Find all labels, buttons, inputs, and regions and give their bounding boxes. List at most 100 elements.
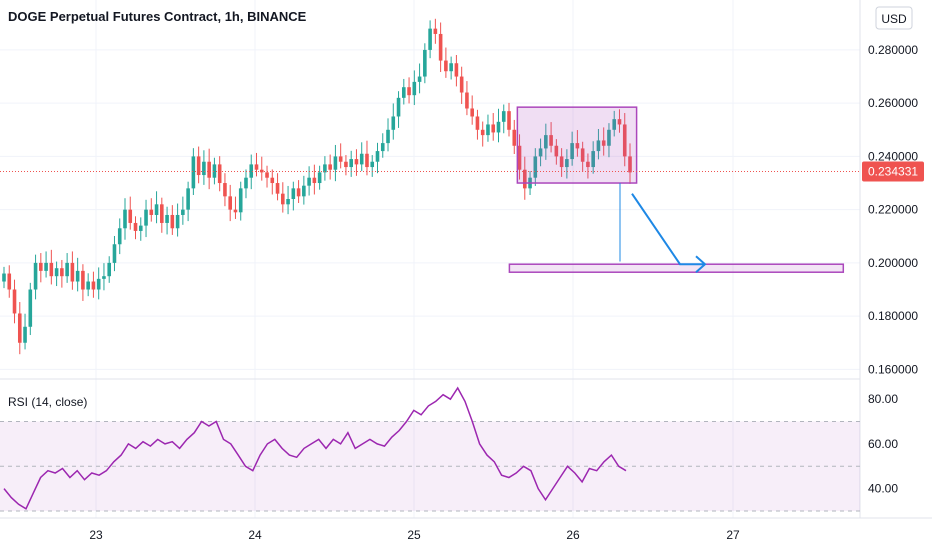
candle-body xyxy=(302,185,306,197)
time-tick-label: 26 xyxy=(566,528,580,542)
candle-body xyxy=(512,129,517,146)
trend-arrow[interactable] xyxy=(631,193,705,266)
candle-body xyxy=(54,268,59,277)
candle-body xyxy=(486,124,490,136)
currency-button-label[interactable]: USD xyxy=(881,12,907,26)
candle-body xyxy=(133,222,138,231)
candle-body xyxy=(333,156,338,170)
candle-body xyxy=(12,289,17,314)
candle-body xyxy=(375,151,380,162)
candle-body xyxy=(112,244,117,263)
candle-body xyxy=(249,164,254,178)
candle-body xyxy=(33,262,38,290)
candle-body xyxy=(170,214,175,229)
candle-body xyxy=(144,209,148,226)
candle-body xyxy=(244,177,248,189)
range-box[interactable] xyxy=(516,106,638,184)
candle-body xyxy=(202,161,206,176)
target-zone[interactable] xyxy=(508,263,845,273)
candle-body xyxy=(354,159,359,165)
candle-body xyxy=(601,140,606,146)
candle-body xyxy=(459,76,464,93)
candle-body xyxy=(407,87,411,96)
candle-body xyxy=(465,92,469,109)
candle-body xyxy=(165,214,169,223)
price-tick-label: 0.200000 xyxy=(868,256,918,270)
time-tick-label: 23 xyxy=(89,528,103,542)
candle-body xyxy=(338,156,343,162)
rsi-tick-label: 40.00 xyxy=(868,482,898,496)
candle-body xyxy=(186,188,190,210)
candle-body xyxy=(380,143,385,152)
candle-body xyxy=(154,204,159,215)
candle-body xyxy=(81,270,85,290)
candle-body xyxy=(575,143,580,149)
candle-body xyxy=(254,164,259,170)
candle-body xyxy=(586,161,590,168)
candle-body xyxy=(628,156,632,173)
candle-body xyxy=(286,199,290,205)
candle-body xyxy=(359,153,364,165)
candle-body xyxy=(175,214,180,229)
last-price-tag xyxy=(862,161,924,182)
candle-body xyxy=(423,49,427,77)
candle-body xyxy=(480,129,485,136)
candle-body xyxy=(538,148,543,157)
candle-body xyxy=(223,183,227,197)
currency-button[interactable]: USD xyxy=(875,6,913,30)
candle-body xyxy=(396,97,401,117)
candle-body xyxy=(544,135,548,149)
candlestick-series xyxy=(2,18,632,355)
candle-body xyxy=(7,273,12,290)
candle-body xyxy=(181,209,185,215)
candle-body xyxy=(438,33,443,61)
price-tick-label: 0.220000 xyxy=(868,203,918,217)
candle-body xyxy=(580,148,585,162)
candle-body xyxy=(2,273,6,282)
rsi-band xyxy=(0,421,860,511)
time-tick-label: 25 xyxy=(407,528,421,542)
rsi-pane: 40.00 60.00 80.00 xyxy=(0,386,898,512)
time-axis[interactable]: 23 24 25 26 27 xyxy=(89,528,740,542)
candle-body xyxy=(391,116,396,130)
candle-body xyxy=(91,281,96,290)
candle-body xyxy=(454,63,459,77)
candle-body xyxy=(28,289,33,327)
candle-body xyxy=(565,159,569,168)
candle-body xyxy=(507,111,511,130)
candle-body xyxy=(612,119,617,130)
price-tick-label: 0.180000 xyxy=(868,309,918,323)
candle-body xyxy=(44,262,48,271)
time-tick-label: 24 xyxy=(248,528,262,542)
rsi-label[interactable]: RSI (14, close) xyxy=(8,395,87,409)
candle-body xyxy=(86,281,90,290)
candle-body xyxy=(17,313,22,343)
candle-body xyxy=(107,262,112,277)
candle-body xyxy=(196,156,201,176)
candle-body xyxy=(328,164,332,170)
last-price-label: 0.234331 xyxy=(868,164,918,178)
time-tick-label: 27 xyxy=(726,528,740,542)
candle-body xyxy=(228,196,233,210)
candle-body xyxy=(412,81,417,96)
candle-body xyxy=(370,161,375,168)
candle-body xyxy=(70,262,75,282)
candle-body xyxy=(596,140,601,152)
candle-body xyxy=(344,161,348,168)
candle-body xyxy=(570,143,574,160)
candle-body xyxy=(554,145,559,157)
candle-body xyxy=(496,121,501,133)
candle-body xyxy=(233,209,238,213)
candle-body xyxy=(617,119,622,125)
candle-body xyxy=(123,209,127,229)
candle-body xyxy=(23,326,27,343)
price-axis[interactable]: 0.160000 0.180000 0.200000 0.220000 0.240000… xyxy=(862,43,924,376)
candle-body xyxy=(559,156,564,168)
candle-body xyxy=(517,145,522,170)
candle-body xyxy=(401,87,406,98)
currency-button-frame[interactable] xyxy=(875,6,913,30)
candle-body xyxy=(128,209,133,223)
candle-body xyxy=(96,278,101,290)
candle-body xyxy=(312,177,317,184)
candle-body xyxy=(281,193,285,205)
